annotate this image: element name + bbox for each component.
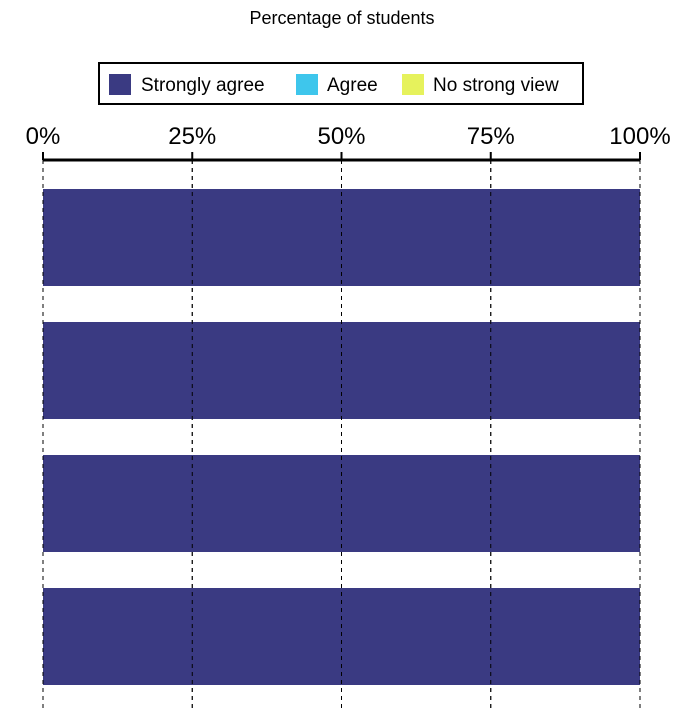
legend-swatch-agree bbox=[296, 74, 318, 95]
x-tick-label-50: 50% bbox=[317, 123, 365, 150]
legend-label-strongly-agree: Strongly agree bbox=[141, 75, 265, 96]
legend-swatch-no-strong-view bbox=[402, 74, 424, 95]
legend-label-no-strong-view: No strong view bbox=[433, 75, 559, 96]
bar-strongly-agree-3 bbox=[43, 455, 640, 552]
x-tick-label-25: 25% bbox=[168, 123, 216, 150]
legend-box bbox=[98, 62, 584, 105]
x-tick-label-75: 75% bbox=[467, 123, 515, 150]
x-tick-label-0: 0% bbox=[26, 123, 61, 150]
bar-strongly-agree-1 bbox=[43, 189, 640, 286]
bars-group bbox=[42, 160, 641, 711]
x-tick-label-100: 100% bbox=[609, 123, 670, 150]
legend: Strongly agree Agree No strong view bbox=[98, 62, 584, 105]
legend-label-agree: Agree bbox=[327, 75, 378, 96]
bar-strongly-agree-4 bbox=[43, 588, 640, 685]
x-axis: 0% 25% 50% 75% 100% bbox=[26, 123, 671, 162]
legend-swatch-strongly-agree bbox=[109, 74, 131, 95]
chart-title: Percentage of students bbox=[249, 8, 434, 28]
